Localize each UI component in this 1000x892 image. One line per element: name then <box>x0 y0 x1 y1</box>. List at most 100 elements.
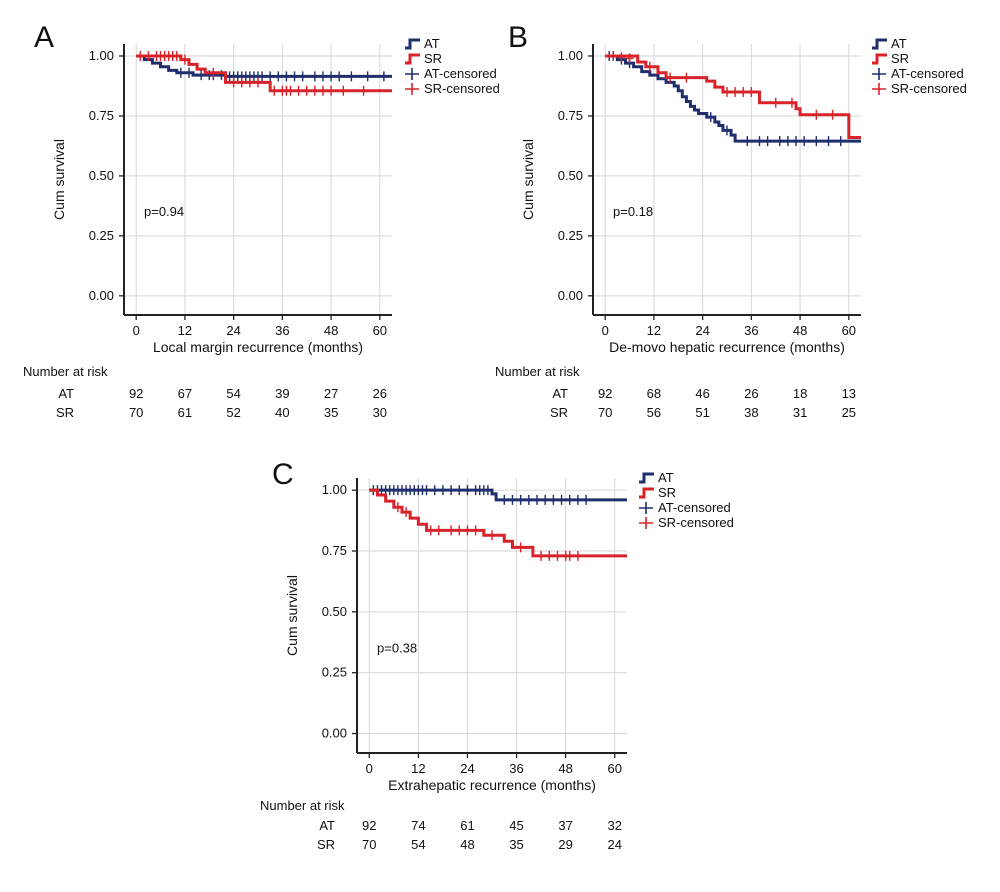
censor-mark-at <box>327 71 336 82</box>
x-tick-label: 0 <box>366 761 373 776</box>
censor-mark-sr <box>682 72 691 83</box>
censor-mark-at <box>582 494 591 505</box>
censor-mark-at <box>500 494 509 505</box>
y-axis-title: Cum survival <box>51 139 67 220</box>
censor-mark-at <box>274 71 283 82</box>
km-curve-at <box>369 488 627 502</box>
censor-mark-sr <box>516 542 525 553</box>
censor-mark-sr <box>318 85 327 96</box>
legend-label: SR <box>891 51 909 66</box>
censor-mark-at <box>549 494 558 505</box>
risk-value: 37 <box>558 818 572 833</box>
risk-value: 61 <box>178 405 192 420</box>
censor-mark-sr <box>812 109 821 120</box>
y-tick-label: 0.25 <box>89 228 114 243</box>
risk-row-label: SR <box>550 405 568 420</box>
risk-value: 92 <box>129 386 143 401</box>
risk-value: 31 <box>793 405 807 420</box>
censor-mark-sr <box>402 507 411 518</box>
censor-mark-at <box>483 485 492 496</box>
y-tick-label: 0.25 <box>322 665 347 680</box>
y-tick-label: 0.50 <box>322 604 347 619</box>
censor-mark-at <box>447 485 456 496</box>
x-tick-label: 24 <box>695 323 709 338</box>
risk-value: 32 <box>607 818 621 833</box>
legend-label: SR-censored <box>424 81 500 96</box>
censor-mark-sr <box>455 525 464 536</box>
y-tick-label: 0.00 <box>558 288 583 303</box>
x-tick-label: 0 <box>602 323 609 338</box>
censor-mark-sr <box>172 50 181 61</box>
legend-swatch-sr <box>872 53 887 65</box>
censor-mark-at <box>783 136 792 147</box>
censor-mark-sr <box>625 53 634 64</box>
censor-mark-sr <box>254 77 262 88</box>
censor-mark-at <box>176 67 185 78</box>
legend-label: SR-censored <box>891 81 967 96</box>
censor-mark-at <box>824 136 833 147</box>
y-axis-title: Cum survival <box>284 575 300 656</box>
p-value: p=0.18 <box>613 204 653 219</box>
censor-mark-sr <box>488 530 496 541</box>
risk-value: 54 <box>226 386 240 401</box>
censor-mark-sr <box>645 61 654 72</box>
censor-mark-sr <box>359 85 368 96</box>
x-tick-label: 12 <box>647 323 661 338</box>
risk-value: 40 <box>275 405 289 420</box>
panel-letter: C <box>272 458 294 491</box>
risk-value: 26 <box>373 386 387 401</box>
panel-a: A 0 12 24 36 48 60 0.00 0.25 0.50 0.75 1.00 Local ma… <box>23 21 500 420</box>
censor-mark-at <box>290 71 299 82</box>
censor-mark-sr <box>666 72 675 83</box>
risk-value: 35 <box>324 405 338 420</box>
y-tick-label: 0.50 <box>89 168 114 183</box>
censor-mark-at <box>573 494 582 505</box>
risk-value: 92 <box>362 818 376 833</box>
censor-mark-sr <box>294 85 303 96</box>
censor-mark-sr <box>310 85 319 96</box>
censor-mark-sr <box>609 50 618 61</box>
legend-swatch-at <box>639 472 654 484</box>
y-tick-label: 1.00 <box>322 482 347 497</box>
legend-swatch-at-censored <box>405 68 419 80</box>
censor-mark-sr <box>545 550 554 561</box>
censor-mark-at <box>800 136 809 147</box>
km-curve-at <box>605 54 861 143</box>
x-tick-label: 0 <box>133 323 140 338</box>
p-value: p=0.38 <box>377 641 417 656</box>
legend-swatch-sr <box>405 53 420 65</box>
legend-swatch-at-censored <box>639 502 653 514</box>
risk-value: 46 <box>695 386 709 401</box>
risk-value: 67 <box>178 386 192 401</box>
censor-mark-sr <box>237 77 246 88</box>
panel-c: C 0 12 24 36 48 60 0.00 0.25 0.50 0.75 1.00 Extrahep… <box>260 458 734 852</box>
censor-mark-at <box>422 485 431 496</box>
x-tick-label: 48 <box>324 323 338 338</box>
censor-mark-at <box>347 71 356 82</box>
censor-mark-sr <box>553 550 562 561</box>
km-curve-sr <box>136 54 392 93</box>
censor-mark-at <box>723 125 731 136</box>
x-tick-label: 48 <box>793 323 807 338</box>
censor-mark-sr <box>302 85 311 96</box>
censor-mark-sr <box>339 85 348 96</box>
y-axis-title: Cum survival <box>520 139 536 220</box>
legend-label: AT-censored <box>891 66 964 81</box>
y-tick-label: 1.00 <box>89 48 114 63</box>
censor-mark-at <box>258 71 267 82</box>
risk-value: 18 <box>793 386 807 401</box>
risk-value: 54 <box>411 837 425 852</box>
risk-value: 52 <box>226 405 240 420</box>
panel-letter: A <box>34 21 54 54</box>
legend-label: AT <box>658 470 674 485</box>
censor-mark-at <box>463 485 472 496</box>
censor-mark-sr <box>771 97 780 108</box>
legend-swatch-sr-censored <box>405 83 419 95</box>
risk-value: 26 <box>744 386 758 401</box>
censor-mark-at <box>438 485 447 496</box>
censor-mark-at <box>379 71 388 82</box>
legend-label: AT-censored <box>658 500 731 515</box>
x-axis-title: Extrahepatic recurrence (months) <box>388 777 596 793</box>
risk-value: 68 <box>647 386 661 401</box>
censor-mark-sr <box>565 550 574 561</box>
